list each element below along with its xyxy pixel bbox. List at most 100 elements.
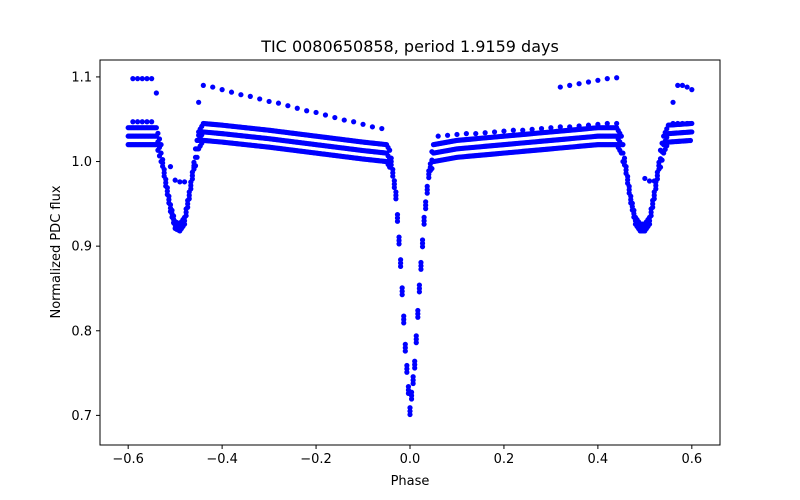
data-point (153, 125, 159, 131)
y-tick-label: 0.8 (71, 324, 92, 339)
data-point (614, 75, 620, 81)
x-tick-label: −0.2 (300, 452, 332, 467)
data-point (548, 125, 554, 131)
data-point (623, 164, 629, 170)
data-point (144, 119, 150, 125)
data-point (435, 133, 441, 139)
data-point (463, 131, 469, 137)
x-tick-label: 0.0 (400, 452, 421, 467)
y-tick-label: 1.0 (71, 155, 92, 170)
x-tick-label: −0.6 (112, 452, 144, 467)
data-point (510, 127, 516, 133)
data-point (576, 81, 582, 87)
data-point (257, 96, 263, 102)
data-point (360, 121, 366, 127)
data-point (585, 79, 592, 85)
data-point (424, 183, 430, 189)
data-point (567, 124, 573, 130)
data-point (167, 164, 174, 170)
data-point (689, 120, 695, 127)
data-point (139, 76, 145, 82)
data-point (285, 103, 291, 109)
data-point (238, 92, 244, 98)
data-point (408, 389, 415, 395)
data-point (631, 207, 637, 213)
data-point (191, 164, 197, 171)
data-point (687, 137, 694, 144)
data-point (675, 120, 681, 127)
data-point (130, 119, 136, 125)
data-point (620, 142, 626, 148)
data-point (614, 120, 620, 127)
data-point (419, 237, 426, 243)
data-point (275, 100, 282, 106)
data-point (646, 178, 653, 184)
data-point (169, 207, 175, 213)
data-point (473, 131, 479, 137)
data-point (158, 142, 164, 148)
data-point (219, 87, 225, 93)
data-point (454, 131, 460, 138)
data-point (172, 177, 178, 183)
data-point (144, 76, 150, 82)
y-axis-label: Normalized PDC flux (49, 185, 64, 318)
data-point (166, 193, 172, 199)
data-point (444, 132, 451, 138)
data-point (396, 234, 402, 240)
data-point (405, 384, 412, 390)
data-point (557, 84, 563, 90)
data-point (313, 109, 319, 116)
x-tick-label: 0.2 (494, 452, 515, 467)
data-point (130, 76, 136, 82)
data-point (153, 90, 159, 96)
data-point (642, 175, 648, 182)
data-point (604, 76, 610, 82)
data-point (620, 150, 626, 156)
data-point (684, 84, 690, 90)
x-axis-label: Phase (391, 474, 430, 489)
data-point (595, 77, 601, 83)
y-tick-label: 0.7 (71, 409, 92, 424)
data-point (158, 150, 164, 156)
data-point (413, 333, 419, 339)
data-point (679, 120, 686, 127)
data-point (393, 189, 399, 195)
data-point (401, 313, 407, 319)
data-point (156, 136, 163, 142)
data-point (679, 82, 686, 88)
x-tick-label: −0.4 (206, 452, 238, 467)
data-point (404, 362, 410, 369)
data-point (196, 132, 202, 138)
data-point (520, 127, 526, 133)
data-point (228, 89, 235, 95)
data-point (670, 120, 676, 127)
data-point (332, 114, 338, 121)
data-point (163, 176, 169, 182)
y-tick-label: 1.1 (71, 70, 92, 85)
data-point (482, 130, 488, 136)
x-tick-label: 0.6 (681, 452, 702, 467)
data-point (407, 405, 413, 411)
data-points (125, 75, 695, 418)
data-point (294, 105, 300, 111)
data-point (557, 124, 563, 130)
data-point (196, 99, 202, 105)
data-point (341, 117, 347, 123)
data-point (149, 119, 155, 125)
y-tick-label: 0.9 (71, 240, 92, 255)
data-point (689, 129, 695, 135)
data-point (675, 82, 681, 88)
chart-title: TIC 0080650858, period 1.9159 days (260, 37, 559, 56)
data-point (538, 125, 545, 132)
data-point (689, 87, 695, 93)
data-point (149, 76, 155, 82)
data-point (160, 156, 166, 163)
data-point (194, 154, 200, 160)
data-point (247, 93, 253, 99)
y-axis: 0.7 0.8 0.9 1.0 1.1 (71, 70, 100, 424)
data-point (379, 125, 385, 132)
data-point (388, 155, 394, 161)
data-point (595, 121, 601, 127)
